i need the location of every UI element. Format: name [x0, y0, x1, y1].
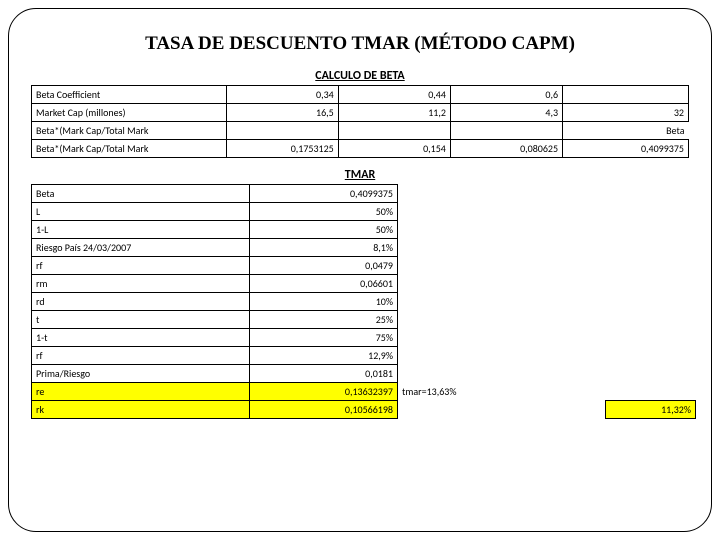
t1-cell: 16,5: [226, 104, 338, 122]
t2-row-value: 0,4099375: [250, 185, 398, 203]
rk-label: rk: [32, 401, 250, 419]
t2-row-value: 0,0181: [250, 365, 398, 383]
re-note: tmar=13,63%: [398, 383, 502, 401]
table-calculo-beta: Beta Coefficient0,340,440,6 Market Cap (m…: [31, 85, 689, 158]
t1-cell: 0,154: [338, 140, 450, 158]
t2-row-value: 0,0479: [250, 257, 398, 275]
t1-cell: 4,3: [450, 104, 562, 122]
t1-row-label: Beta*(Mark Cap/Total Mark: [32, 140, 227, 158]
t2-row-value: 10%: [250, 293, 398, 311]
t1-row-label: Beta Coefficient: [32, 86, 227, 104]
t2-row-label: rd: [32, 293, 250, 311]
t1-cell: 0,1753125: [226, 140, 338, 158]
t1-cell: [450, 122, 562, 140]
t2-row-value: 75%: [250, 329, 398, 347]
t2-row-label: L: [32, 203, 250, 221]
table-tmar: Beta0,4099375L50%1-L50%Riesgo País 24/03…: [31, 184, 696, 419]
re-value: 0,13632397: [250, 383, 398, 401]
re-label: re: [32, 383, 250, 401]
t1-cell: 0,34: [226, 86, 338, 104]
t2-row-value: 12,9%: [250, 347, 398, 365]
t1-cell: 0,4099375: [563, 140, 689, 158]
t1-cell: 11,2: [338, 104, 450, 122]
t2-row-value: 0,06601: [250, 275, 398, 293]
t2-row-label: 1-L: [32, 221, 250, 239]
t1-cell: Beta: [563, 122, 689, 140]
t1-cell: [563, 86, 689, 104]
t2-row-label: rf: [32, 257, 250, 275]
t2-row-label: Riesgo País 24/03/2007: [32, 239, 250, 257]
t2-row-label: rm: [32, 275, 250, 293]
t1-cell: [338, 122, 450, 140]
t2-row-label: rf: [32, 347, 250, 365]
t1-cell: [226, 122, 338, 140]
section-tmar: TMAR: [31, 168, 689, 182]
t2-row-label: Prima/Riesgo: [32, 365, 250, 383]
t2-row-value: 50%: [250, 221, 398, 239]
rk-extra: 11,32%: [606, 401, 696, 419]
t2-row-label: t: [32, 311, 250, 329]
section-calculo-beta: CALCULO DE BETA: [31, 69, 689, 83]
t1-cell: 0,6: [450, 86, 562, 104]
t2-row-value: 25%: [250, 311, 398, 329]
t2-row-label: 1-t: [32, 329, 250, 347]
t1-cell: 0,080625: [450, 140, 562, 158]
t2-row-label: Beta: [32, 185, 250, 203]
t1-cell: 32: [563, 104, 689, 122]
page-title: TASA DE DESCUENTO TMAR (MÉTODO CAPM): [31, 33, 689, 55]
t1-row-label: Market Cap (millones): [32, 104, 227, 122]
t2-row-value: 50%: [250, 203, 398, 221]
t1-row-label: Beta*(Mark Cap/Total Mark: [32, 122, 227, 140]
t1-cell: 0,44: [338, 86, 450, 104]
t2-row-value: 8,1%: [250, 239, 398, 257]
rk-value: 0,10566198: [250, 401, 398, 419]
